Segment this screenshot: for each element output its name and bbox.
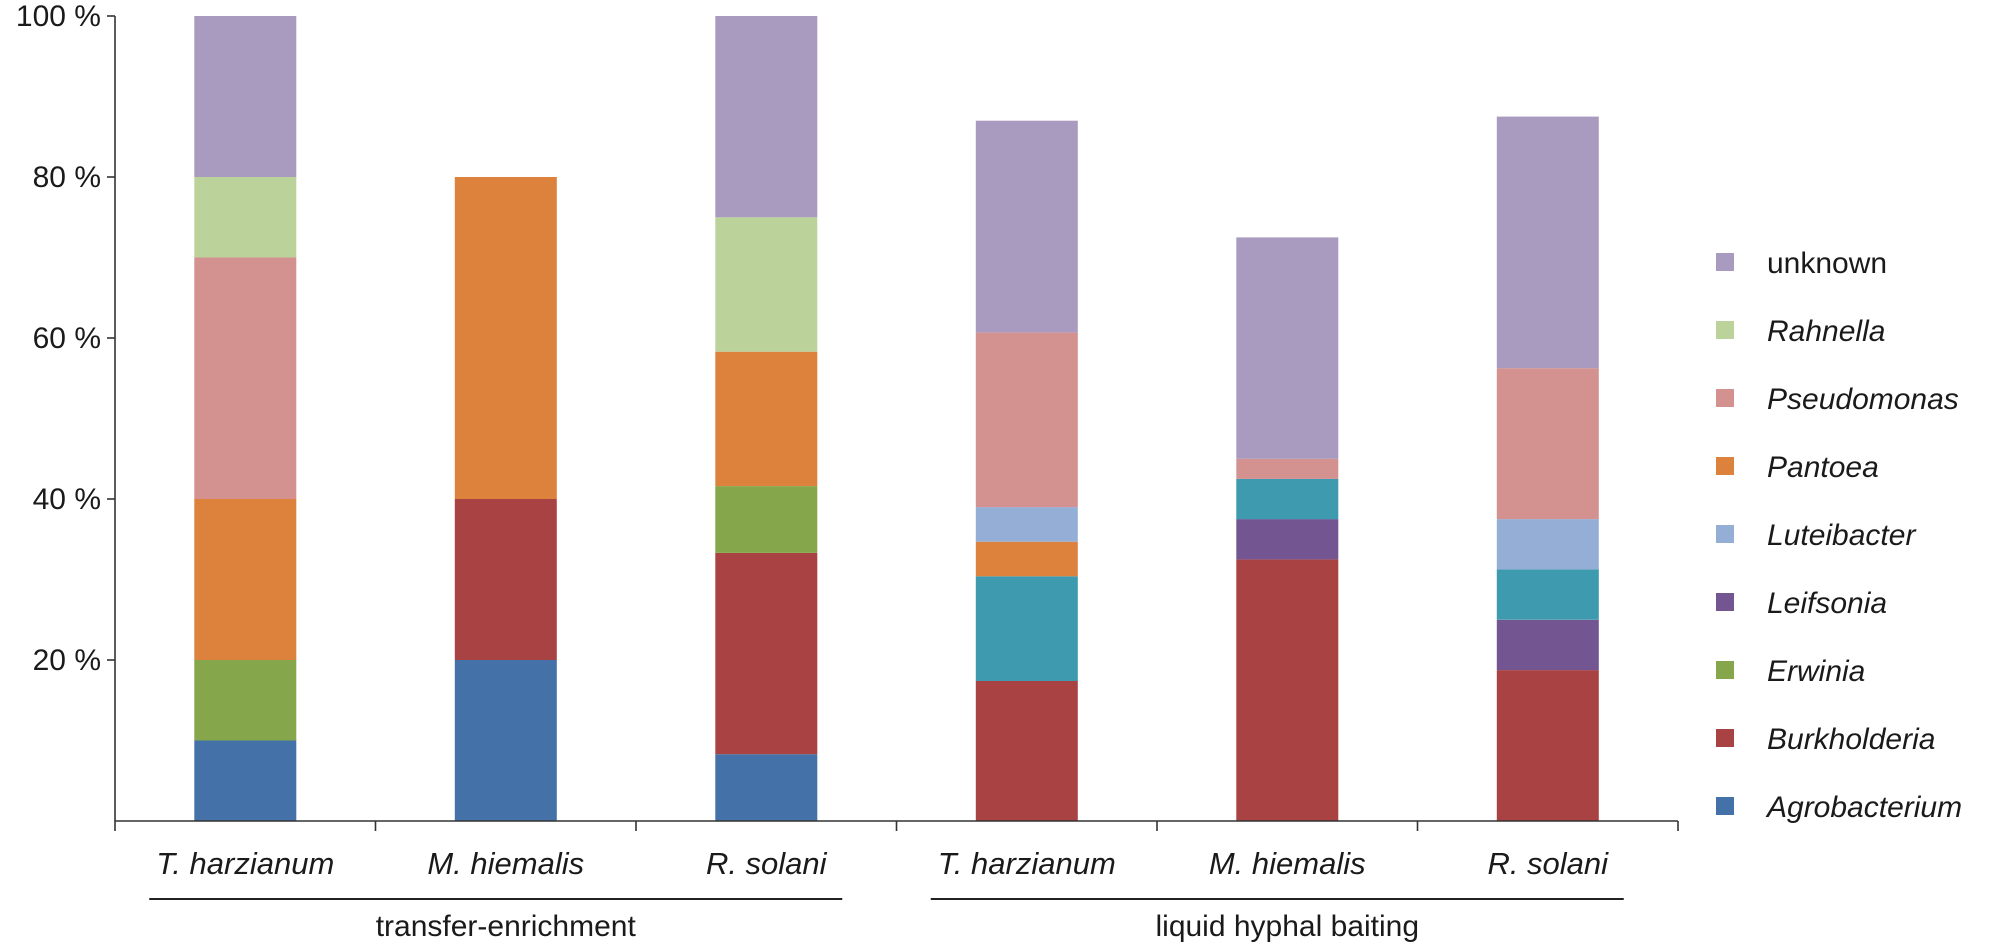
- bar-segment-unknown-3: [975, 120, 1078, 333]
- category-label-5: R. solani: [1487, 846, 1609, 881]
- bar-segment-agrobacterium-2: [715, 754, 818, 821]
- legend-swatch-burkholderia: [1716, 729, 1734, 747]
- bar-segment-luteibacter-3: [975, 507, 1078, 542]
- category-label-0: T. harzianum: [156, 846, 334, 881]
- bar-segment-leifsonia-5: [1496, 619, 1599, 671]
- bar-segment-erwinia-0: [194, 660, 297, 741]
- bar-segment-unlabeled-3: [975, 576, 1078, 681]
- category-label-3: T. harzianum: [938, 846, 1116, 881]
- category-label-2: R. solani: [706, 846, 828, 881]
- bar-segment-leifsonia-4: [1236, 519, 1339, 560]
- legend-label-agrobacterium: Agrobacterium: [1765, 791, 1962, 824]
- legend-label-unknown: unknown: [1767, 247, 1887, 280]
- bar-segment-rahnella-0: [194, 177, 297, 258]
- bar-segment-burkholderia-3: [975, 680, 1078, 821]
- legend-swatch-pseudomonas: [1716, 389, 1734, 407]
- category-label-4: M. hiemalis: [1209, 846, 1366, 881]
- bar-segment-unknown-4: [1236, 237, 1339, 459]
- y-tick-label-40: 40 %: [33, 483, 101, 516]
- bar-segment-unknown-0: [194, 16, 297, 177]
- bar-segment-burkholderia-1: [454, 499, 557, 660]
- legend-swatch-luteibacter: [1716, 525, 1734, 543]
- category-label-1: M. hiemalis: [427, 846, 584, 881]
- bar-segment-erwinia-2: [715, 486, 818, 553]
- group-label-1: liquid hyphal baiting: [1155, 910, 1419, 943]
- legend-label-leifsonia: Leifsonia: [1767, 587, 1887, 620]
- legend-swatch-erwinia: [1716, 661, 1734, 679]
- legend-label-rahnella: Rahnella: [1767, 315, 1885, 348]
- bar-segment-pantoea-2: [715, 351, 818, 487]
- bar-segment-burkholderia-2: [715, 552, 818, 755]
- bar-segment-agrobacterium-1: [454, 660, 557, 821]
- bar-segment-pantoea-0: [194, 499, 297, 660]
- bar-segment-rahnella-2: [715, 217, 818, 352]
- bar-segment-unknown-2: [715, 16, 818, 218]
- legend: unknown Rahnella Pseudomonas Pantoea Luteiba…: [1716, 247, 1962, 824]
- axes-layer: [107, 15, 1679, 900]
- bars-layer: [194, 16, 1599, 821]
- legend-label-luteibacter: Luteibacter: [1767, 519, 1916, 552]
- legend-label-erwinia: Erwinia: [1767, 655, 1865, 688]
- legend-label-pseudomonas: Pseudomonas: [1767, 383, 1959, 416]
- bar-segment-unlabeled-4: [1236, 478, 1339, 520]
- legend-swatch-agrobacterium: [1716, 797, 1734, 815]
- bar-segment-burkholderia-5: [1496, 670, 1599, 821]
- bar-segment-pseudomonas-0: [194, 257, 297, 499]
- bar-segment-pseudomonas-3: [975, 332, 1078, 508]
- legend-swatch-leifsonia: [1716, 593, 1734, 611]
- labels-layer: 20 % 40 % 60 % 80 % 100 % T. harzianum M. hiem…: [16, 0, 1609, 943]
- bar-segment-unlabeled-5: [1496, 569, 1599, 620]
- legend-label-burkholderia: Burkholderia: [1767, 723, 1935, 756]
- legend-swatch-unknown: [1716, 253, 1734, 271]
- y-tick-label-80: 80 %: [33, 161, 101, 194]
- legend-swatch-rahnella: [1716, 321, 1734, 339]
- bar-segment-burkholderia-4: [1236, 559, 1339, 821]
- bar-segment-pantoea-3: [975, 541, 1078, 577]
- y-tick-label-20: 20 %: [33, 644, 101, 677]
- bar-segment-pantoea-1: [454, 177, 557, 499]
- y-tick-label-100: 100 %: [16, 0, 101, 33]
- y-tick-label-60: 60 %: [33, 322, 101, 355]
- bar-segment-pseudomonas-4: [1236, 458, 1339, 479]
- bar-segment-pseudomonas-5: [1496, 368, 1599, 520]
- group-label-0: transfer-enrichment: [376, 910, 637, 943]
- bar-segment-luteibacter-5: [1496, 519, 1599, 570]
- bar-segment-unknown-5: [1496, 116, 1599, 369]
- legend-swatch-pantoea: [1716, 457, 1734, 475]
- legend-label-pantoea: Pantoea: [1767, 451, 1879, 484]
- bar-segment-agrobacterium-0: [194, 740, 297, 821]
